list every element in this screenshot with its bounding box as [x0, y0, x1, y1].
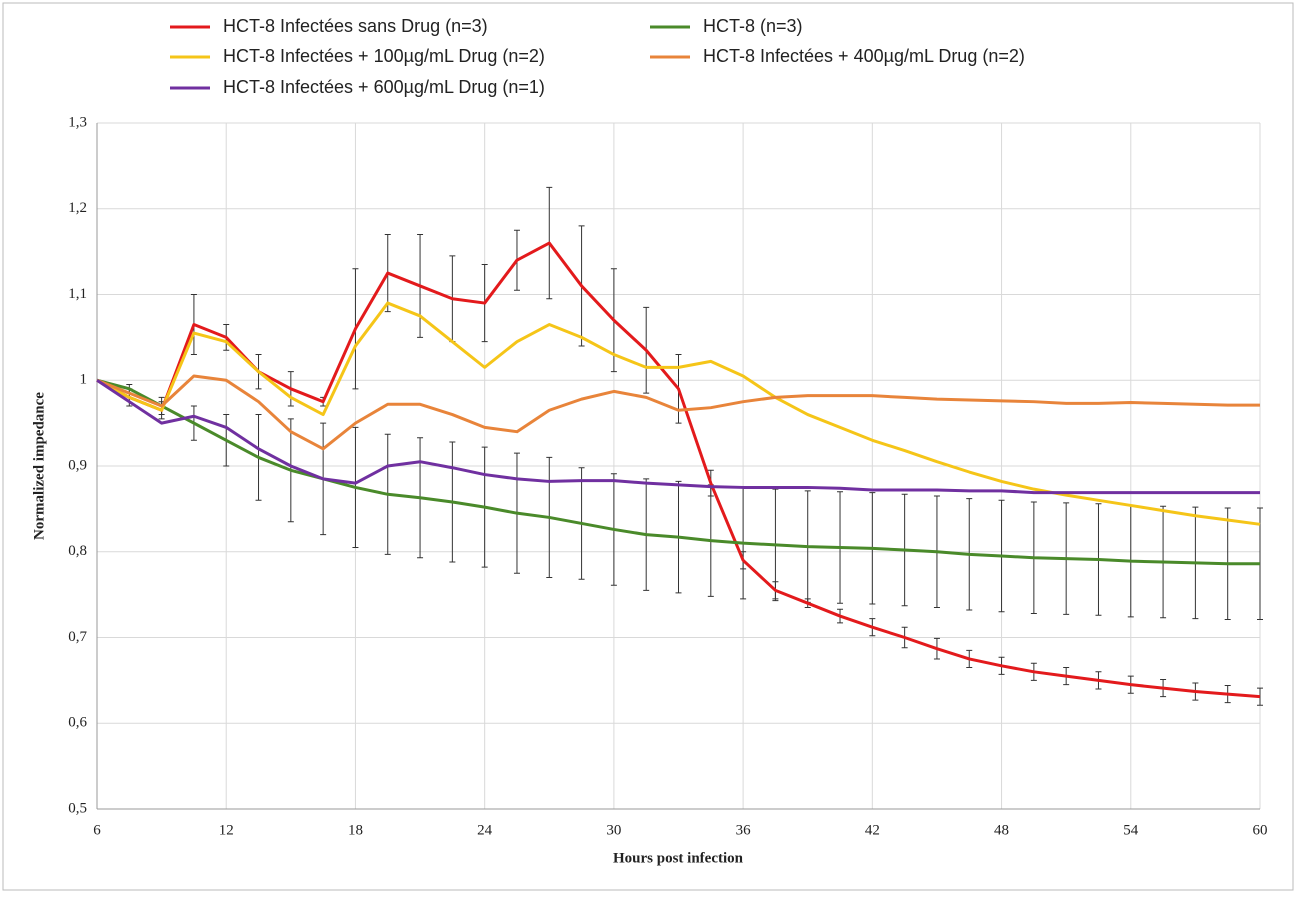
x-tick-label: 42 — [865, 822, 880, 838]
y-tick-label: 1,3 — [68, 114, 87, 130]
y-axis-title: Normalized impedance — [31, 392, 47, 540]
legend-label: HCT-8 (n=3) — [703, 16, 803, 36]
x-axis-title: Hours post infection — [613, 850, 744, 866]
y-tick-label: 0,7 — [68, 629, 87, 645]
series-line — [96, 301, 1261, 526]
series-line — [96, 374, 1260, 451]
y-tick-label: 0,5 — [68, 800, 87, 816]
x-tick-label: 48 — [994, 822, 1009, 838]
x-tick-label: 30 — [606, 822, 621, 838]
x-tick-label: 24 — [477, 822, 493, 838]
y-tick-label: 1 — [80, 372, 88, 388]
y-tick-label: 0,6 — [68, 715, 87, 731]
x-tick-label: 12 — [219, 822, 234, 838]
y-tick-label: 0,8 — [68, 543, 87, 559]
series-line — [96, 378, 1260, 566]
y-tick-label: 0,9 — [68, 457, 87, 473]
legend-label: HCT-8 Infectées sans Drug (n=3) — [223, 16, 488, 36]
legend-label: HCT-8 Infectées + 100µg/mL Drug (n=2) — [223, 46, 545, 66]
x-tick-label: 6 — [93, 822, 101, 838]
legend-label: HCT-8 Infectées + 400µg/mL Drug (n=2) — [703, 46, 1025, 66]
x-tick-label: 36 — [736, 822, 752, 838]
series-line — [96, 379, 1260, 495]
series-line — [96, 241, 1261, 699]
x-tick-label: 54 — [1123, 822, 1139, 838]
x-tick-label: 18 — [348, 822, 363, 838]
y-tick-label: 1,2 — [68, 200, 87, 216]
y-tick-label: 1,1 — [68, 286, 87, 302]
legend-label: HCT-8 Infectées + 600µg/mL Drug (n=1) — [223, 77, 545, 97]
x-tick-label: 60 — [1253, 822, 1268, 838]
